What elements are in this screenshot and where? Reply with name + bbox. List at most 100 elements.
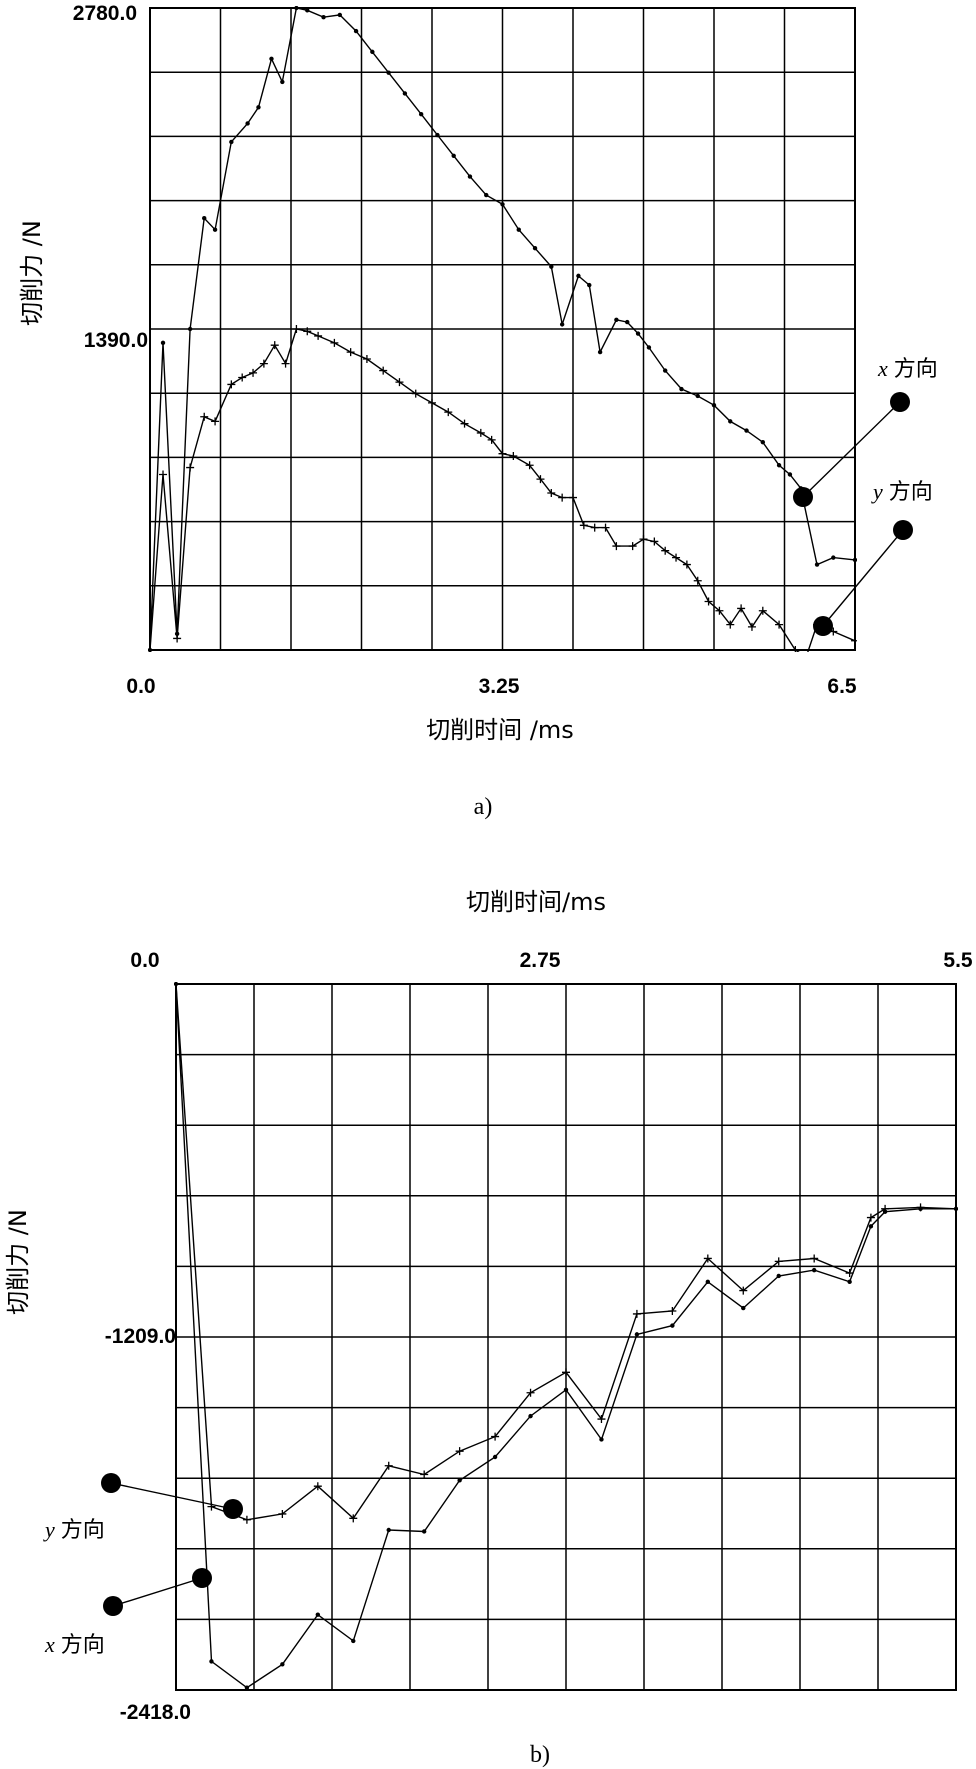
chart-a-data-point bbox=[249, 368, 258, 377]
chart-a-data-point bbox=[238, 373, 247, 382]
chart-b-x-tick-end: 5.5 bbox=[943, 949, 973, 972]
chart-b-data-point bbox=[866, 1213, 875, 1222]
chart-b-data-point bbox=[349, 1514, 358, 1523]
chart-b-data-point bbox=[421, 1529, 427, 1534]
chart-a-series bbox=[148, 6, 857, 652]
chart-a-data-point bbox=[498, 449, 507, 458]
chart-b-data-point bbox=[953, 1206, 958, 1212]
chart-a-x-axis-title: 切削时间 /ms bbox=[426, 716, 574, 744]
chart-b-legend-x-text: 方向 bbox=[61, 1632, 105, 1657]
chart-b-data-point bbox=[244, 1685, 250, 1690]
chart-a-data-point bbox=[259, 359, 268, 368]
chart-b-series-line bbox=[175, 983, 957, 1521]
chart-a-data-point bbox=[682, 560, 691, 569]
chart-a-legend: x 方向 y 方向 bbox=[793, 356, 938, 636]
chart-b-legend-y-dot-outer bbox=[101, 1473, 121, 1493]
chart-a-data-point bbox=[270, 341, 279, 350]
chart-b-data-point bbox=[491, 1432, 500, 1441]
chart-a-data-point bbox=[711, 403, 717, 408]
chart-a-data-point bbox=[418, 112, 424, 117]
chart-b-legend: y 方向 x 方向 bbox=[43, 1473, 243, 1657]
chart-a-data-point bbox=[650, 537, 659, 546]
chart-b-data-point bbox=[313, 1482, 322, 1491]
chart-a-data-point bbox=[451, 153, 456, 158]
chart-a-data-point bbox=[160, 340, 166, 346]
chart-a-data-point bbox=[536, 475, 545, 484]
chart-a-x-tick-end: 6.5 bbox=[827, 675, 857, 698]
chart-b-plot-frame bbox=[175, 983, 957, 1691]
chart-a-y-tick-top: 2780.0 bbox=[73, 2, 137, 25]
chart-b-x-tick-mid: 2.75 bbox=[520, 949, 561, 972]
chart-b-y-tick-mid: -1209.0 bbox=[105, 1325, 176, 1348]
chart-a-data-point bbox=[187, 326, 193, 332]
chart-a-data-point bbox=[292, 325, 301, 333]
chart-a-data-point bbox=[353, 28, 359, 34]
chart-a-data-point bbox=[200, 412, 209, 421]
chart-b-legend-y-text: 方向 bbox=[61, 1517, 105, 1542]
chart-a-legend-x-leader bbox=[802, 401, 901, 498]
chart-a-data-point bbox=[305, 8, 310, 13]
chart-a-data-point bbox=[509, 452, 518, 461]
chart-a-data-point bbox=[852, 557, 857, 563]
chart-a-data-point bbox=[516, 227, 521, 232]
chart-a-data-point bbox=[202, 215, 207, 221]
chart-a-data-point bbox=[601, 523, 610, 532]
chart-a-data-point bbox=[679, 386, 684, 392]
chart-b-data-point bbox=[868, 1224, 874, 1229]
chart-b-data-point bbox=[599, 1437, 604, 1442]
chart-a-data-point bbox=[337, 12, 343, 18]
chart-b-x-tick-start: 0.0 bbox=[130, 949, 159, 972]
chart-a-data-point bbox=[737, 604, 746, 613]
chart-a-data-point bbox=[386, 70, 391, 75]
chart-a-data-point bbox=[467, 174, 473, 179]
chart-a-data-point bbox=[614, 317, 619, 322]
chart-b-legend-y-dot-inner bbox=[223, 1499, 243, 1519]
chart-b-legend-x-leader bbox=[112, 1577, 203, 1607]
chart-a-data-point bbox=[549, 264, 554, 269]
chart-b-grid bbox=[175, 983, 957, 1691]
chart-a-data-point bbox=[744, 428, 749, 433]
chart-a-data-point bbox=[330, 338, 339, 347]
chart-b-data-point bbox=[278, 1509, 287, 1518]
chart-a-y-axis-title: 切削力 /N bbox=[18, 220, 46, 326]
chart-a-data-point bbox=[704, 597, 713, 606]
chart-b-data-point bbox=[242, 1515, 251, 1524]
chart-a-data-point bbox=[693, 576, 702, 585]
chart-a-data-point bbox=[280, 79, 285, 85]
chart-a-data-point bbox=[269, 56, 274, 62]
chart-a-data-point bbox=[547, 488, 556, 497]
chart-b-data-point bbox=[918, 1206, 923, 1212]
chart-a-legend-x-var: x bbox=[877, 356, 888, 381]
chart-a-data-point bbox=[411, 389, 420, 398]
chart-b-data-point bbox=[455, 1447, 464, 1456]
chart-a-data-point bbox=[532, 245, 538, 251]
chart-b-legend-y-label: y 方向 bbox=[43, 1517, 105, 1542]
chart-a-data-point bbox=[715, 606, 724, 615]
chart-a-series-y bbox=[148, 325, 857, 652]
chart-a-data-point bbox=[728, 419, 733, 424]
chart-a-data-point bbox=[395, 378, 404, 387]
chart-a-legend-x-label: x 方向 bbox=[877, 356, 938, 381]
chart-a-data-point bbox=[435, 132, 440, 138]
chart-a-x-tick-mid: 3.25 bbox=[479, 675, 520, 698]
chart-a-data-point bbox=[639, 535, 648, 544]
chart-b-data-point bbox=[882, 1209, 888, 1214]
chart-a-data-point bbox=[148, 646, 154, 652]
chart-a-data-point bbox=[587, 282, 592, 288]
chart-a-legend-x-text: 方向 bbox=[894, 356, 938, 381]
chart-b-data-point bbox=[420, 1470, 429, 1479]
chart-a-data-point bbox=[525, 461, 534, 470]
chart-b-data-point bbox=[457, 1478, 462, 1483]
chart-b: 切削时间/ms 0.0 2.75 5.5 -1209.0 -2418.0 切削力… bbox=[4, 888, 973, 1768]
chart-b-legend-y-var: y bbox=[43, 1517, 55, 1542]
chart-a-data-point bbox=[776, 463, 782, 468]
chart-a-data-point bbox=[428, 398, 436, 407]
chart-b-data-point bbox=[563, 1387, 569, 1393]
chart-a-data-point bbox=[558, 493, 567, 502]
chart-a-data-point bbox=[484, 192, 489, 198]
chart-b-series-x bbox=[174, 982, 958, 1690]
chart-a-data-point bbox=[775, 620, 784, 629]
chart-a-data-point bbox=[212, 227, 218, 232]
chart-a-series-line bbox=[149, 328, 856, 652]
